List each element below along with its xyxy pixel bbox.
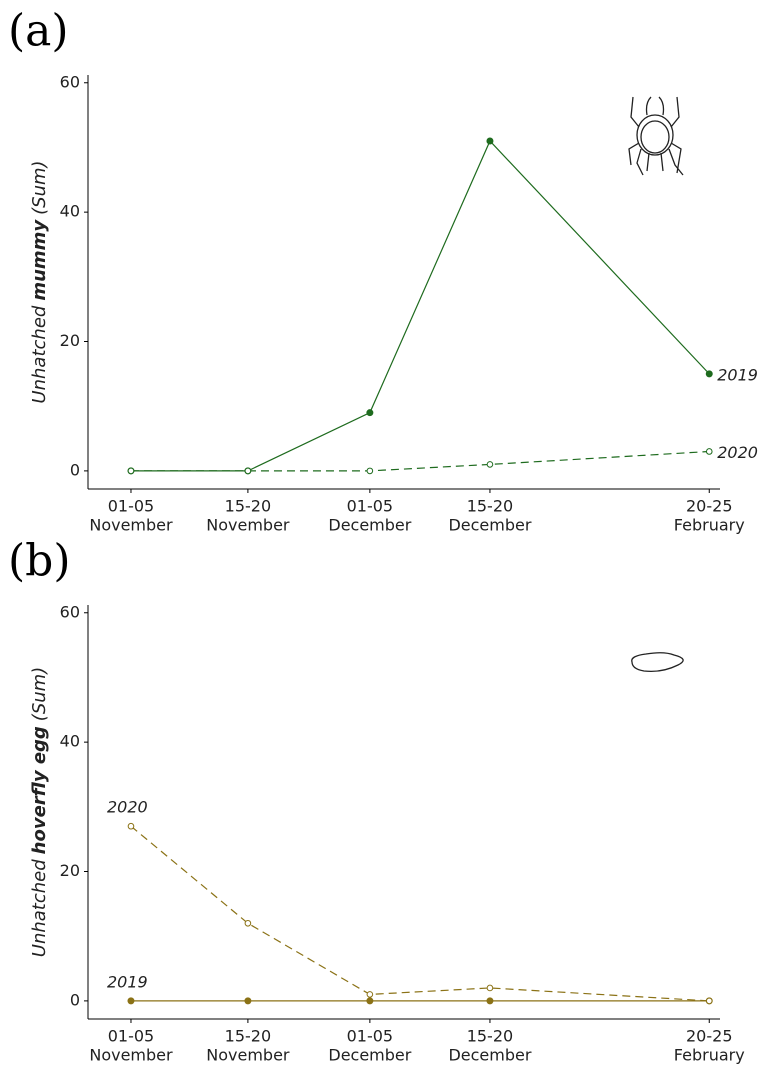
x-tick-label: November bbox=[206, 1046, 290, 1065]
point bbox=[366, 467, 374, 475]
x-tick-label: 01-05 bbox=[108, 1027, 155, 1046]
panel: (b)020406001-05November15-20November01-0… bbox=[8, 536, 745, 1065]
y-axis-label-part: Unhatched bbox=[29, 859, 50, 957]
y-tick-label: 60 bbox=[60, 72, 80, 91]
point bbox=[244, 919, 252, 927]
x-tick-label: 20-25 bbox=[686, 497, 733, 516]
x-tick-label: 15-20 bbox=[225, 1027, 272, 1046]
x-tick-label: 15-20 bbox=[467, 497, 514, 516]
panel-label: (a) bbox=[8, 6, 69, 57]
x-tick-label: 01-05 bbox=[347, 1027, 394, 1046]
x-tick-label: 15-20 bbox=[467, 1027, 514, 1046]
y-axis-label-part: mummy bbox=[29, 219, 50, 301]
x-tick-label: November bbox=[89, 516, 173, 535]
panel: (a)020406001-05November15-20November01-0… bbox=[8, 6, 758, 535]
y-tick-label: 0 bbox=[70, 990, 80, 1009]
series-label: 2019 bbox=[717, 365, 758, 384]
point bbox=[486, 997, 494, 1005]
point bbox=[244, 997, 252, 1005]
x-tick-label: February bbox=[674, 1046, 745, 1065]
point bbox=[705, 997, 713, 1005]
y-tick-label: 40 bbox=[60, 202, 80, 221]
x-tick-label: December bbox=[448, 1046, 531, 1065]
y-axis-label: Unhatched mummy (Sum) bbox=[29, 160, 50, 403]
point bbox=[486, 984, 494, 992]
series-line bbox=[130, 139, 710, 472]
point bbox=[366, 991, 374, 998]
panel-label: (b) bbox=[8, 536, 71, 587]
x-tick-label: November bbox=[89, 1046, 173, 1065]
x-tick-label: November bbox=[206, 516, 290, 535]
point bbox=[366, 997, 374, 1005]
point bbox=[705, 448, 713, 455]
point bbox=[366, 409, 374, 417]
x-tick-label: December bbox=[328, 516, 411, 535]
y-tick-label: 60 bbox=[60, 602, 80, 621]
x-tick-label: 01-05 bbox=[108, 497, 155, 516]
y-tick-label: 20 bbox=[60, 331, 80, 350]
point bbox=[127, 822, 135, 830]
egg-icon bbox=[631, 652, 684, 673]
y-axis-label: Unhatched hoverfly egg (Sum) bbox=[29, 667, 50, 957]
x-tick-label: 01-05 bbox=[347, 497, 394, 516]
x-tick-label: December bbox=[448, 516, 531, 535]
x-tick-label: December bbox=[328, 1046, 411, 1065]
series-label: 2020 bbox=[717, 443, 758, 462]
x-tick-label: February bbox=[674, 516, 745, 535]
point bbox=[486, 461, 494, 468]
point bbox=[127, 997, 135, 1005]
y-tick-label: 0 bbox=[70, 460, 80, 479]
y-axis-label-part: (Sum) bbox=[29, 667, 50, 721]
point bbox=[244, 467, 252, 475]
aphid-icon bbox=[628, 96, 684, 176]
y-axis-label-part: Unhatched bbox=[29, 305, 50, 403]
x-tick-label: 15-20 bbox=[225, 497, 272, 516]
y-tick-label: 40 bbox=[60, 732, 80, 751]
y-tick-label: 20 bbox=[60, 861, 80, 880]
point bbox=[705, 370, 713, 378]
point bbox=[486, 137, 494, 145]
series-line bbox=[130, 450, 710, 472]
y-axis-label-part: (Sum) bbox=[29, 160, 50, 214]
series-line bbox=[130, 825, 710, 1002]
point bbox=[127, 467, 135, 475]
y-axis-label-part: hoverfly egg bbox=[29, 726, 50, 854]
x-tick-label: 20-25 bbox=[686, 1027, 733, 1046]
series-label: 2019 bbox=[107, 972, 148, 991]
series-label: 2020 bbox=[107, 798, 148, 817]
